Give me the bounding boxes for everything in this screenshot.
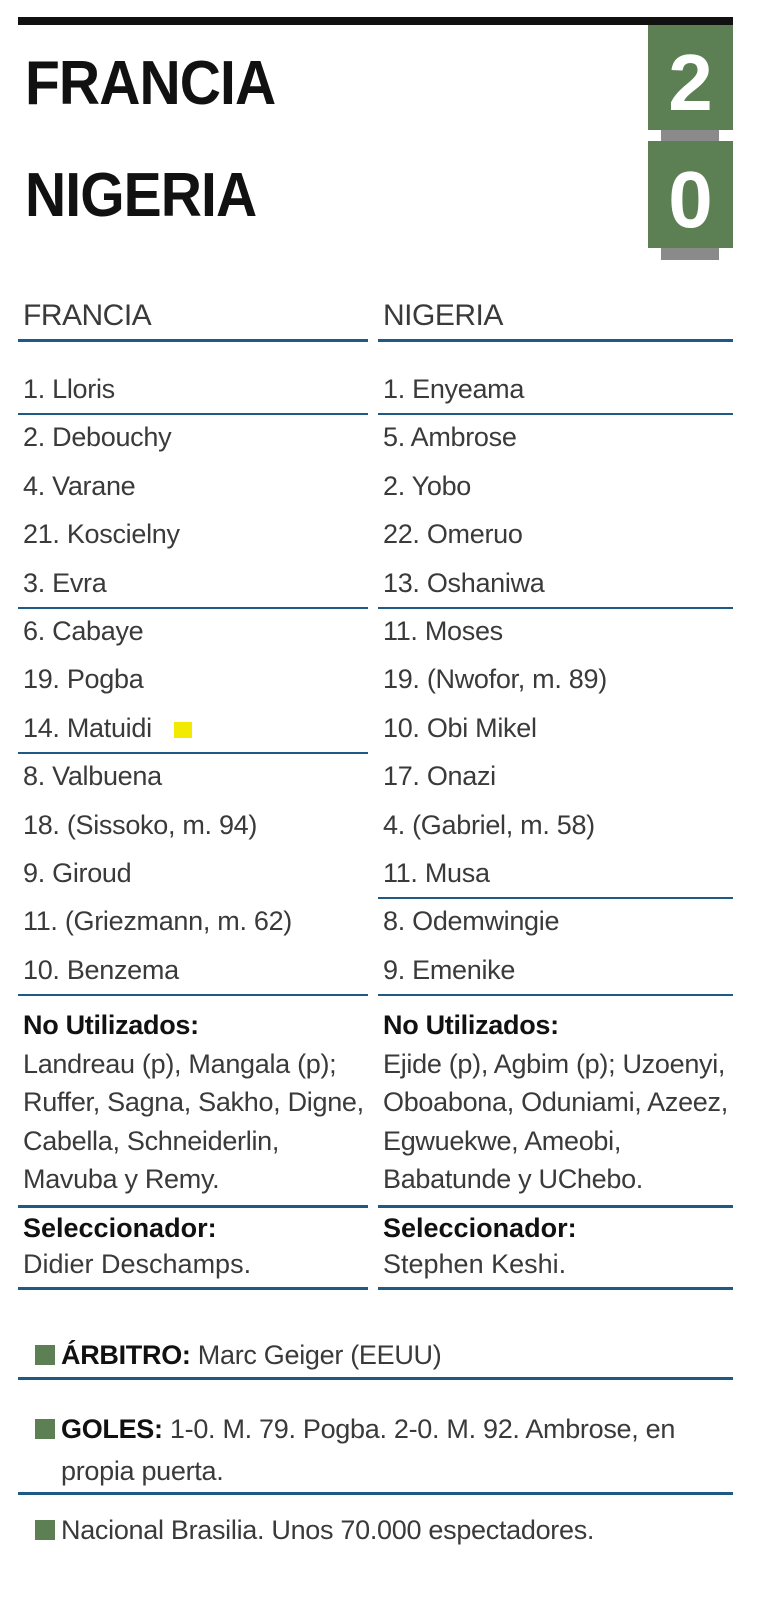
- player-name: 19. Pogba: [23, 664, 144, 695]
- player-name: 5. Ambrose: [383, 422, 517, 453]
- bullet-square-icon: [35, 1520, 55, 1540]
- player-name: 4. Varane: [23, 470, 136, 501]
- player-name: 10. Obi Mikel: [383, 712, 537, 743]
- lineup-row: 11. (Griezmann, m. 62): [18, 899, 368, 947]
- bullet-square-icon: [35, 1419, 55, 1439]
- goals-line: GOLES: 1-0. M. 79. Pogba. 2-0. M. 92. Am…: [18, 1408, 733, 1492]
- divider: [18, 1492, 733, 1495]
- lineup-row: 11. Musa: [378, 851, 733, 900]
- francia-coach: Seleccionador: Didier Deschamps.: [18, 1208, 368, 1290]
- lineup-row: 19. (Nwofor, m. 89): [378, 657, 733, 705]
- lineup-row: 5. Ambrose: [378, 415, 733, 463]
- nigeria-column: NIGERIA 1. Enyeama 5. Ambrose 2. Yobo 22. O…: [378, 290, 733, 1290]
- top-rule: [18, 17, 733, 25]
- lineup-row: 17. Onazi: [378, 754, 733, 802]
- player-name: 21. Koscielny: [23, 519, 180, 550]
- player-name: 18. (Sissoko, m. 94): [23, 809, 258, 840]
- lineup-row: 11. Moses: [378, 609, 733, 657]
- lineup-row: 4. (Gabriel, m. 58): [378, 803, 733, 851]
- player-name: 11. Musa: [383, 857, 490, 888]
- nigeria-coach: Seleccionador: Stephen Keshi.: [378, 1208, 733, 1290]
- lineup-row: 21. Koscielny: [18, 512, 368, 560]
- away-score: 0: [648, 141, 733, 248]
- nigeria-header: NIGERIA: [378, 290, 733, 342]
- player-name: 2. Yobo: [383, 470, 472, 501]
- lineup-row: 2. Yobo: [378, 464, 733, 512]
- player-name: 6. Cabaye: [23, 615, 144, 646]
- player-name: 8. Valbuena: [23, 761, 162, 792]
- player-name: 4. (Gabriel, m. 58): [383, 809, 595, 840]
- player-name: 2. Debouchy: [23, 422, 172, 453]
- player-name: 11. Moses: [383, 615, 503, 646]
- lineup-row: 2. Debouchy: [18, 415, 368, 463]
- scoreboard: 2 0: [648, 25, 733, 260]
- away-team-title: NIGERIA: [25, 161, 257, 230]
- player-name: 10. Benzema: [23, 954, 179, 985]
- lineup-row: 13. Oshaniwa: [378, 561, 733, 609]
- player-name: 17. Onazi: [383, 761, 496, 792]
- lineup-row: 1. Lloris: [18, 367, 368, 416]
- player-name: 9. Emenike: [383, 954, 516, 985]
- lineup-row: 1. Enyeama: [378, 367, 733, 416]
- divider: [18, 1377, 733, 1380]
- lineup-row: 6. Cabaye: [18, 609, 368, 657]
- lineup-row: 8. Odemwingie: [378, 899, 733, 947]
- francia-column: FRANCIA 1. Lloris 2. Debouchy 4. Varane 21.…: [18, 290, 368, 1290]
- lineup-row: 9. Emenike: [378, 948, 733, 997]
- francia-unused: No Utilizados: Landreau (p), Mangala (p);…: [18, 996, 368, 1208]
- referee-line: ÁRBITRO: Marc Geiger (EEUU): [18, 1340, 733, 1371]
- home-team-title: FRANCIA: [25, 49, 276, 118]
- lineup-row: 18. (Sissoko, m. 94): [18, 803, 368, 851]
- player-name: 11. (Griezmann, m. 62): [23, 906, 292, 937]
- nigeria-unused: No Utilizados: Ejide (p), Agbim (p); Uzoe…: [378, 996, 733, 1208]
- lineup-row: 9. Giroud: [18, 851, 368, 899]
- player-name: 3. Evra: [23, 567, 107, 598]
- player-name: 8. Odemwingie: [383, 906, 560, 937]
- lineup-row: 22. Omeruo: [378, 512, 733, 560]
- home-score: 2: [648, 25, 733, 130]
- player-name: 1. Lloris: [23, 374, 115, 404]
- player-name: 1. Enyeama: [383, 374, 525, 404]
- player-name: 9. Giroud: [23, 857, 132, 888]
- venue-line: Nacional Brasilia. Unos 70.000 espectado…: [18, 1515, 733, 1546]
- lineup-row: 10. Benzema: [18, 948, 368, 997]
- lineup-row: 8. Valbuena: [18, 754, 368, 802]
- lineup-row: 14. Matuidi: [18, 706, 368, 755]
- lineup-row: 10. Obi Mikel: [378, 706, 733, 754]
- player-name: 19. (Nwofor, m. 89): [383, 664, 607, 695]
- player-name: 14. Matuidi: [23, 712, 152, 743]
- francia-header: FRANCIA: [18, 290, 368, 342]
- lineup-row: 3. Evra: [18, 561, 368, 609]
- player-name: 22. Omeruo: [383, 519, 523, 550]
- player-name: 13. Oshaniwa: [383, 567, 545, 598]
- lineup-row: 4. Varane: [18, 464, 368, 512]
- lineup-row: 19. Pogba: [18, 657, 368, 705]
- bullet-square-icon: [35, 1345, 55, 1365]
- yellow-card-icon: [173, 721, 192, 738]
